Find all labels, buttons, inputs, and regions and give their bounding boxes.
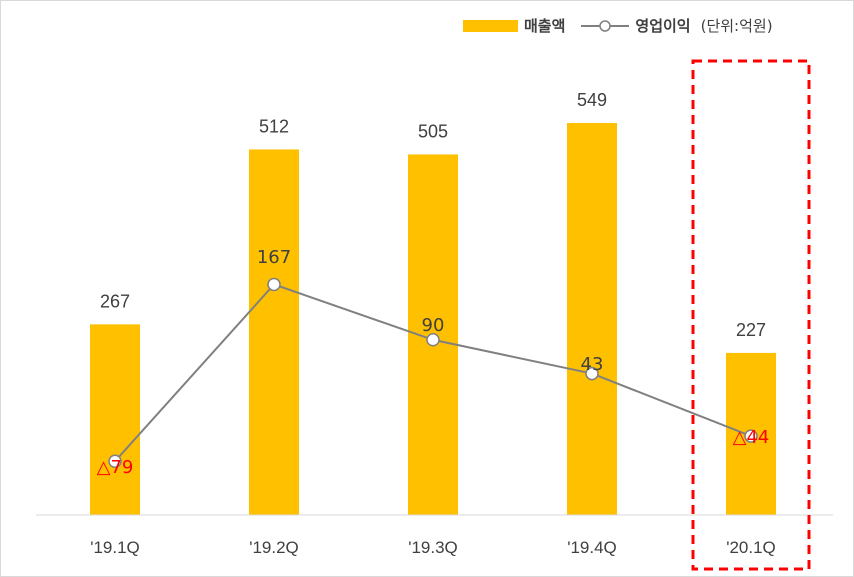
line-point-2 (426, 333, 440, 347)
legend: 매출액 영업이익 (단위:억원) (463, 15, 773, 36)
highlight-box (691, 59, 811, 571)
line-point-3 (585, 366, 599, 381)
legend-bar-swatch (463, 19, 518, 32)
legend-line-marker (599, 19, 612, 32)
line-label-2: 90 (422, 315, 445, 336)
legend-bar-label: 매출액 (524, 17, 566, 35)
line-label-1: 167 (257, 247, 291, 268)
unit-label: (단위:억원) (700, 17, 773, 35)
legend-line-label: 영업이익 (635, 17, 691, 35)
line-point-0 (108, 454, 122, 468)
bar-0 (90, 324, 140, 515)
bar-label-4: 227 (736, 320, 766, 340)
bar-1 (249, 149, 299, 515)
x-tick-label-3: '19.4Q (567, 538, 617, 557)
x-tick-label-1: '19.2Q (249, 538, 299, 557)
bar-label-2: 505 (418, 121, 448, 141)
bar-3 (567, 123, 617, 515)
line-point-1 (267, 277, 281, 292)
line-label-0: △79 (97, 457, 134, 478)
bar-label-1: 512 (259, 116, 289, 136)
x-tick-label-4: '20.1Q (726, 538, 776, 557)
line-label-3: 43 (581, 354, 604, 375)
bar-label-0: 267 (100, 291, 130, 311)
line-point-4 (744, 429, 758, 443)
bar-label-3: 549 (577, 90, 607, 110)
line-label-4: △44 (733, 427, 770, 448)
x-tick-label-0: '19.1Q (90, 538, 140, 557)
legend-line-icon (581, 19, 630, 32)
x-tick-label-2: '19.3Q (408, 538, 458, 557)
